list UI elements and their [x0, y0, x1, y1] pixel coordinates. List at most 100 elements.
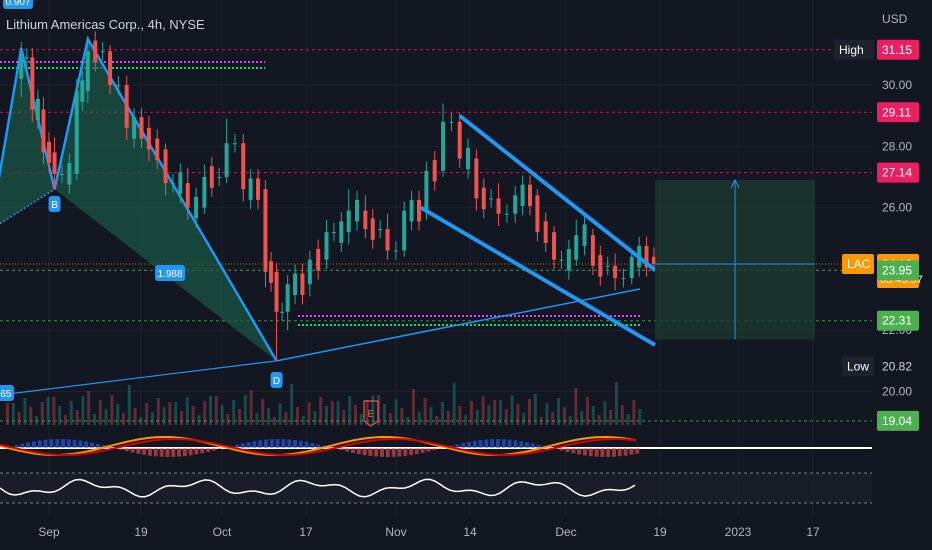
candle-body [116, 85, 121, 86]
volume-bar [301, 416, 305, 425]
volume-bar [568, 416, 572, 425]
volume-bar [209, 396, 212, 425]
volume-bar [330, 401, 334, 425]
volume-bar [464, 415, 468, 425]
volume-bar [249, 390, 253, 425]
macd-hist-bar [606, 448, 611, 457]
candle-body [209, 166, 214, 188]
macd-hist-bar [577, 448, 582, 455]
channel-lower-line [419, 205, 657, 347]
macd-hist-bar [519, 441, 524, 448]
macd-hist-bar [600, 448, 605, 457]
price-badge [877, 102, 919, 123]
macd-hist-bar [327, 447, 332, 448]
price-badge-value: 22.31 [882, 314, 912, 328]
macd-hist-bar [298, 440, 303, 448]
marker-e-label: E [368, 409, 375, 420]
volume-bar [371, 395, 375, 425]
macd-hist-bar [119, 448, 123, 450]
candle-body [393, 250, 398, 252]
candle-body [139, 117, 144, 139]
pattern-base-line [0, 360, 277, 396]
volume-bar [23, 398, 27, 425]
price-badge-value: 27.14 [882, 166, 912, 180]
volume-bar [17, 412, 21, 425]
candle-body [441, 121, 446, 171]
macd-hist-bar [78, 440, 83, 448]
candle-body [535, 195, 540, 233]
candle-body [324, 232, 329, 260]
volume-bar [255, 413, 259, 425]
candle-body [457, 121, 462, 159]
candle-body [339, 221, 344, 243]
candle-body [35, 98, 40, 121]
candle-body [217, 176, 222, 178]
volume-bar [406, 417, 410, 425]
candle-body [194, 196, 199, 219]
candle-body [59, 173, 64, 175]
macd-hist-bar [26, 442, 31, 448]
candle-body [598, 255, 603, 277]
candle-body [559, 259, 564, 261]
candle-body [24, 57, 29, 59]
candle-body [248, 178, 253, 200]
macd-hist-bar [43, 439, 48, 448]
time-tick-label: 17 [806, 525, 820, 539]
price-badge-tag-bg [842, 356, 874, 377]
candle-body [293, 273, 298, 295]
macd-hist-bar [374, 448, 379, 457]
price-badge [877, 410, 919, 431]
candle-body [19, 57, 24, 79]
signal-line [0, 438, 637, 456]
volume-bar [11, 403, 15, 425]
candle-body [155, 138, 160, 161]
price-axis[interactable]: 20.0022.0024.0026.0028.0030.0031.15High2… [834, 0, 932, 515]
macd-hist-bar [246, 442, 251, 448]
volume-bar [632, 400, 636, 425]
volume-bar [93, 414, 96, 425]
macd-hist-bar [565, 448, 570, 452]
candle-body [363, 210, 368, 230]
price-badge [877, 356, 919, 377]
volume-bar [435, 416, 439, 425]
candle-body [74, 91, 79, 174]
price-badge-value: 29.11 [882, 105, 911, 119]
marker-e-shape [363, 400, 379, 427]
volume-bar [458, 406, 462, 425]
macd-hist-bar [385, 448, 390, 457]
volume-bar [446, 411, 450, 425]
price-tick-label: 26.00 [882, 201, 912, 215]
volume-bar [348, 396, 352, 425]
macd-hist-bar [55, 439, 60, 448]
candle-body [280, 311, 285, 313]
label-left-ratio: 365 [0, 389, 12, 400]
time-axis[interactable]: Sep 19 Oct 17 Nov 14 Dec 19 2023 17 [38, 525, 820, 539]
macd-hist-bar [461, 442, 466, 448]
macd-hist-bar [612, 448, 616, 457]
candle-body [605, 265, 610, 267]
macd-hist-bar [136, 448, 141, 454]
volume-bar [429, 407, 433, 425]
volume-bar [365, 400, 369, 425]
macd-hist-bar [235, 444, 239, 448]
macd-hist-bar [583, 448, 587, 456]
macd-hist-bar [507, 439, 512, 448]
macd-hist-bar [130, 448, 135, 453]
macd-hist-bar [211, 448, 216, 451]
candle-body [621, 278, 626, 280]
volume-bar [226, 414, 230, 425]
candle-body [132, 117, 137, 139]
price-badge-value: 31.15 [882, 43, 912, 57]
candle-body [481, 187, 486, 210]
macd-hist-bar [217, 448, 222, 450]
candle-body [385, 229, 390, 251]
volume-bar [238, 409, 241, 425]
macd-hist-bar [467, 441, 471, 448]
pattern-fill-xab [0, 48, 55, 224]
candle-body [316, 248, 321, 271]
volume-bar [417, 412, 421, 425]
macd-hist-bar [617, 448, 622, 457]
candle-body [224, 143, 229, 177]
volume-bar [609, 410, 613, 425]
